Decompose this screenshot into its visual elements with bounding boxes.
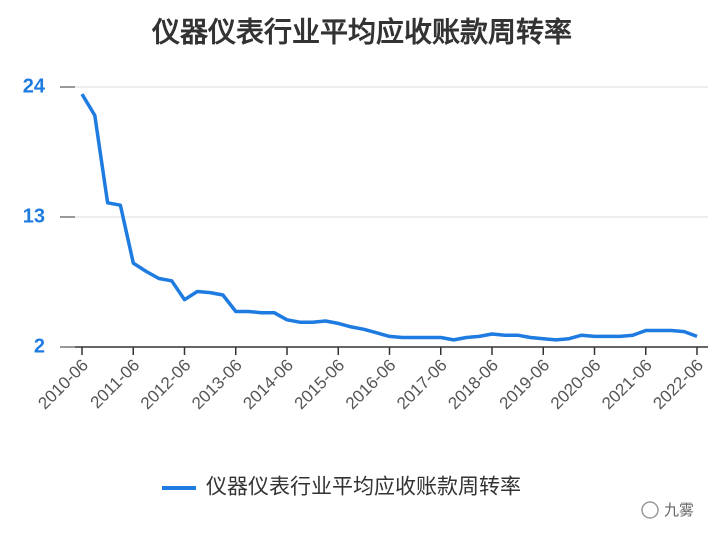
y-tick-label: 2	[34, 335, 45, 357]
series-line	[80, 93, 698, 342]
watermark-icon	[641, 501, 659, 519]
watermark: 九雾	[664, 502, 694, 519]
x-tick-label: 2011-06	[87, 356, 144, 413]
x-tick-label: 2021-06	[598, 356, 656, 414]
x-tick-label: 2022-06	[649, 356, 707, 414]
x-tick-label: 2015-06	[291, 356, 349, 414]
x-tick-label: 2019-06	[496, 356, 554, 414]
x-tick-label: 2017-06	[393, 356, 451, 414]
y-tick-label: 24	[23, 75, 46, 97]
x-tick-label: 2010-06	[34, 356, 92, 414]
y-tick-label: 13	[23, 205, 45, 227]
x-tick-label: 2018-06	[444, 356, 502, 414]
x-tick-label: 2012-06	[137, 356, 195, 414]
x-tick-label: 2016-06	[342, 356, 400, 414]
x-tick-label: 2020-06	[547, 356, 605, 414]
x-tick-label: 2013-06	[188, 356, 246, 414]
x-tick-label: 2014-06	[239, 356, 297, 414]
legend-label: 仪器仪表行业平均应收账款周转率	[206, 476, 521, 499]
chart-title: 仪器仪表行业平均应收账款周转率	[151, 15, 572, 47]
